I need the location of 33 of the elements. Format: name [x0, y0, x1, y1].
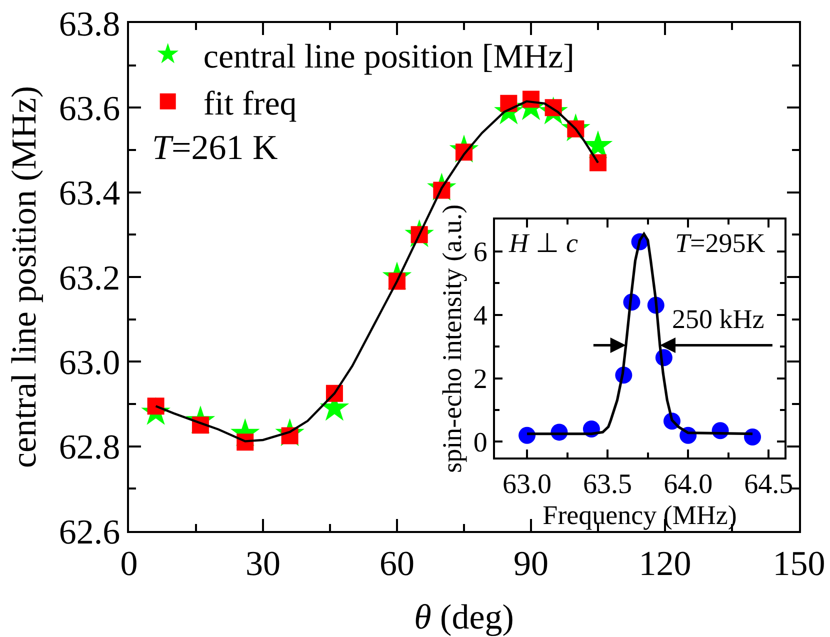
point	[590, 154, 606, 172]
y-tick-label: 63.8	[58, 4, 120, 44]
annotation: H ⊥ c	[508, 228, 578, 258]
x-tick-label: 120	[638, 544, 692, 583]
x-tick-label: 90	[514, 544, 548, 583]
point	[518, 426, 536, 444]
y-tick-label: 63.4	[58, 174, 120, 213]
legend-label: fit freq	[203, 86, 297, 123]
x-tick-label: 64.0	[664, 469, 713, 500]
annotation: T=261 K	[152, 128, 278, 167]
y-tick-label: 63.2	[58, 258, 120, 298]
y-tick-label: 63.6	[58, 88, 120, 128]
x-tick-label: 63.0	[502, 469, 552, 500]
y-tick-label: 4	[473, 300, 488, 332]
x-axis-title: θ (deg)	[414, 597, 514, 636]
y-tick-label: 62.8	[58, 428, 120, 467]
y-tick-label: 2	[473, 364, 488, 396]
y-axis-title: spin-echo intensity (a.u.)	[436, 204, 467, 473]
x-axis-title: Frequency (MHz)	[542, 500, 737, 530]
legend-label: central line position [MHz]	[203, 38, 574, 76]
x-tick-label: 64.5	[744, 469, 794, 500]
x-tick-label: 150	[772, 544, 826, 583]
y-tick-label: 63.0	[58, 342, 120, 382]
x-tick-label: 63.5	[583, 469, 632, 500]
x-tick-label: 30	[246, 544, 280, 583]
annotation: 250 kHz	[672, 304, 764, 334]
y-axis-title: central line position (MHz)	[4, 86, 44, 468]
y-tick-label: 6	[473, 237, 488, 268]
y-tick-label: 0	[473, 428, 488, 459]
annotation: T=295K	[675, 228, 766, 258]
y-tick-label: 62.6	[58, 512, 120, 552]
point	[744, 428, 762, 446]
x-tick-label: 60	[380, 544, 414, 583]
